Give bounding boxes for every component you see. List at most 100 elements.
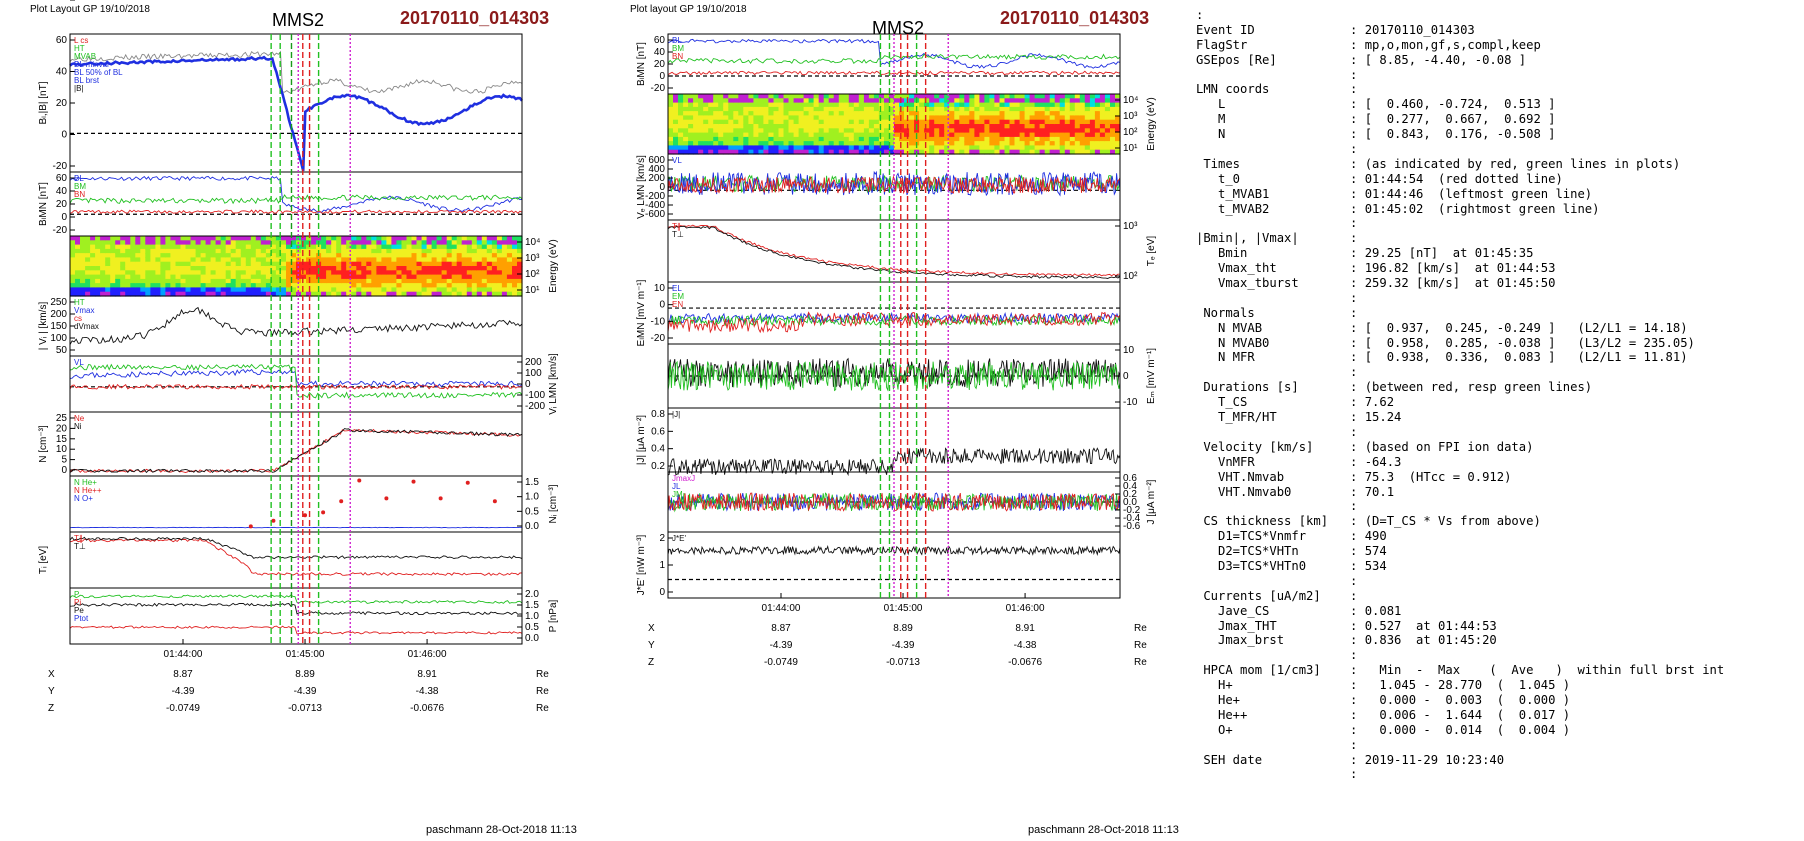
spectrogram-cell bbox=[909, 102, 915, 108]
spectrogram-cell bbox=[160, 248, 166, 254]
spectrogram-cell bbox=[301, 240, 307, 246]
spectrogram-cell bbox=[1069, 132, 1076, 138]
spectrogram-cell bbox=[496, 270, 503, 276]
spectrogram-cell bbox=[100, 253, 106, 258]
spectrogram-cell bbox=[1054, 98, 1061, 104]
spectrogram-cell bbox=[954, 115, 960, 121]
spectrogram-cell bbox=[1039, 106, 1046, 112]
spectrogram-cell bbox=[768, 128, 774, 134]
info-row: : bbox=[1196, 499, 1800, 514]
coord-value: 8.91 bbox=[417, 669, 437, 680]
spectrogram-cell bbox=[180, 274, 187, 280]
info-row: D1=TCS*Vnmfr: 490 bbox=[1196, 529, 1800, 544]
info-row: SEH date: 2019-11-29 10:23:40 bbox=[1196, 753, 1800, 768]
spectrogram-cell bbox=[788, 102, 795, 108]
spectrogram-cell bbox=[1034, 94, 1041, 99]
spectrogram-cell bbox=[255, 287, 262, 293]
spectrogram-cell bbox=[1064, 136, 1071, 142]
right-axis-tick-label: 0.5 bbox=[525, 622, 539, 633]
spectrogram-cell bbox=[145, 266, 151, 271]
info-value: mp,o,mon,gf,s,compl,keep bbox=[1364, 37, 1541, 52]
spectrogram-cell bbox=[858, 124, 865, 129]
spectrogram-cell bbox=[230, 266, 237, 271]
info-sep: : bbox=[1350, 127, 1365, 142]
spectrogram-cell bbox=[733, 111, 739, 116]
spectrogram-cell bbox=[738, 128, 744, 134]
spectrogram-cell bbox=[341, 240, 347, 246]
spectrogram-cell bbox=[175, 248, 182, 254]
spectrogram-cell bbox=[336, 274, 342, 280]
spectrogram-cell bbox=[713, 106, 719, 112]
spectrogram-cell bbox=[979, 149, 985, 155]
info-row: |Bmin|, |Vmax|: bbox=[1196, 231, 1800, 246]
spectrogram-cell bbox=[105, 266, 111, 271]
spectrogram-cell bbox=[170, 270, 176, 276]
info-row: VHT.Nmvab0: 70.1 bbox=[1196, 485, 1800, 500]
spectrogram-cell bbox=[934, 98, 940, 104]
spectrogram-cell bbox=[326, 253, 332, 258]
spectrogram-cell bbox=[1110, 124, 1116, 129]
spectrogram-cell bbox=[1110, 145, 1116, 151]
spectrogram-cell bbox=[165, 240, 171, 246]
spectrogram-cell bbox=[828, 132, 835, 138]
spectrogram-cell bbox=[401, 236, 408, 241]
info-key: He++ bbox=[1196, 707, 1248, 722]
spectrogram-cell bbox=[486, 257, 493, 263]
spectrogram-cell bbox=[668, 128, 674, 134]
right-axis-tick-label: 10² bbox=[1123, 271, 1138, 282]
spectrogram-cell bbox=[311, 283, 317, 288]
coord-unit: Re bbox=[1134, 640, 1147, 651]
spectrogram-cell bbox=[743, 128, 749, 134]
spectrogram-cell bbox=[336, 291, 342, 297]
spectrogram-cell bbox=[989, 128, 995, 134]
spectrogram-cell bbox=[934, 94, 940, 99]
spectrogram-cell bbox=[517, 253, 523, 258]
spectrogram-cell bbox=[416, 270, 423, 276]
spectrogram-cell bbox=[954, 145, 960, 151]
time-tick-label: 01:45:00 bbox=[286, 649, 325, 660]
spectrogram-cell bbox=[376, 257, 382, 263]
spectrogram-cell bbox=[135, 270, 141, 276]
spectrogram-cell bbox=[1094, 145, 1101, 151]
spectrogram-cell bbox=[818, 141, 825, 146]
spectrogram-cell bbox=[150, 248, 156, 254]
spectrogram-cell bbox=[738, 136, 744, 142]
spectrogram-cell bbox=[346, 253, 352, 258]
spectrogram-cell bbox=[391, 253, 397, 258]
spectrogram-cell bbox=[165, 236, 171, 241]
spectrogram-cell bbox=[1074, 119, 1081, 125]
spectrogram-cell bbox=[1014, 98, 1021, 104]
spectrogram-cell bbox=[346, 240, 352, 246]
spectrogram-cell bbox=[984, 106, 990, 112]
spectrogram-cell bbox=[160, 287, 166, 293]
spectrogram-cell bbox=[753, 106, 759, 112]
spectrogram-cell bbox=[220, 287, 227, 293]
spectrogram-cell bbox=[868, 102, 875, 108]
series-line bbox=[667, 491, 1121, 512]
spectrogram-cell bbox=[1009, 106, 1016, 112]
spectrogram-cell bbox=[265, 236, 272, 241]
spectrogram-cell bbox=[115, 291, 121, 297]
spectrogram-cell bbox=[175, 283, 182, 288]
left-axis-tick-label: -20 bbox=[53, 161, 68, 172]
spectrogram-cell bbox=[1054, 106, 1061, 112]
spectrogram-cell bbox=[291, 283, 297, 288]
info-row: Normals: bbox=[1196, 306, 1800, 321]
spectrogram-cell bbox=[245, 291, 252, 297]
spectrogram-cell bbox=[768, 111, 774, 116]
spectrogram-cell bbox=[125, 244, 131, 250]
spectrogram-cell bbox=[240, 278, 247, 284]
spectrogram-cell bbox=[723, 136, 729, 142]
spectrogram-cell bbox=[979, 141, 985, 146]
spectrogram-cell bbox=[853, 106, 860, 112]
spectrogram-cell bbox=[934, 119, 940, 125]
spectrogram-cell bbox=[215, 236, 222, 241]
spectrogram-cell bbox=[1104, 102, 1111, 108]
spectrogram-cell bbox=[220, 236, 227, 241]
info-row: N MVAB0: [ 0.958, 0.285, -0.038 ] (L3/L2… bbox=[1196, 336, 1800, 351]
spectrogram-cell bbox=[336, 236, 342, 241]
info-key bbox=[1196, 648, 1350, 663]
spectrogram-cell bbox=[1049, 119, 1056, 125]
spectrogram-cell bbox=[190, 287, 197, 293]
spectrogram-cell bbox=[723, 102, 729, 108]
